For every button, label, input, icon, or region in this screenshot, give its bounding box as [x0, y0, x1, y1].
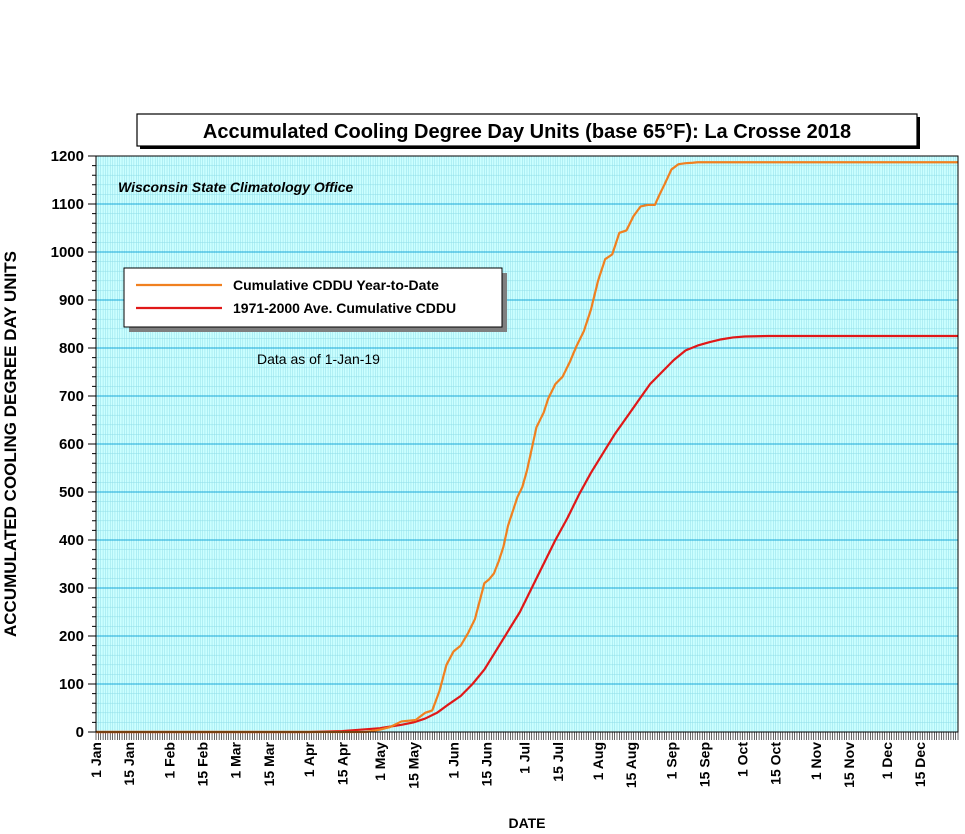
- x-tick-label: 1 Aug: [590, 742, 606, 780]
- x-tick-label: 15 Oct: [768, 742, 784, 785]
- y-tick-label: 1200: [51, 148, 84, 165]
- x-tick-label: 1 Jun: [446, 742, 462, 779]
- legend-label-ytd: Cumulative CDDU Year-to-Date: [233, 277, 439, 293]
- x-tick-label: 1 Oct: [735, 742, 751, 777]
- y-axis-ticks: 0 100 200 300 400 500 600 700 800 900 1000 1100 1200: [51, 148, 96, 741]
- x-tick-label: 15 Feb: [195, 742, 211, 786]
- x-tick-label: 1 Jul: [517, 742, 533, 774]
- major-grid: [96, 155, 958, 733]
- y-tick-label: 900: [59, 292, 84, 309]
- x-tick-label: 1 Dec: [879, 742, 895, 780]
- y-tick-label: 100: [59, 676, 84, 693]
- series-line-ytd: [96, 161, 958, 734]
- data-date-annotation: Data as of 1-Jan-19: [257, 351, 380, 367]
- x-tick-label: 15 Mar: [261, 741, 277, 786]
- legend: Cumulative CDDU Year-to-Date 1971-2000 A…: [123, 267, 507, 332]
- title-box: [136, 113, 918, 147]
- x-tick-label: 1 Sep: [663, 742, 679, 779]
- legend-box: [123, 267, 503, 328]
- y-tick-label: 400: [59, 532, 84, 549]
- plot-frame: [95, 155, 959, 733]
- y-tick-label: 500: [59, 484, 84, 501]
- x-tick-label: 15 Dec: [912, 742, 928, 787]
- y-tick-label: 0: [76, 724, 84, 741]
- x-tick-label: 1 Feb: [161, 742, 177, 779]
- x-axis-title: DATE: [508, 815, 545, 831]
- x-tick-label: 1 Apr: [301, 741, 317, 777]
- series-line-average: [96, 334, 958, 734]
- x-tick-label: 15 Nov: [841, 742, 857, 788]
- x-minor-ticks: [95, 732, 959, 740]
- y-tick-label: 300: [59, 580, 84, 597]
- y-tick-label: 700: [59, 388, 84, 405]
- y-minor-ticks: [92, 155, 96, 733]
- x-tick-label: 15 Jun: [479, 742, 495, 786]
- x-tick-label: 15 Jul: [550, 742, 566, 782]
- x-tick-label: 1 Mar: [228, 741, 244, 778]
- y-axis-title: ACCUMULATED COOLING DEGREE DAY UNITS: [1, 251, 20, 637]
- x-tick-label: 15 May: [405, 742, 421, 789]
- source-annotation: Wisconsin State Climatology Office: [118, 179, 354, 195]
- y-tick-label: 1100: [51, 196, 84, 213]
- chart-title: Accumulated Cooling Degree Day Units (ba…: [203, 121, 851, 143]
- y-tick-label: 800: [59, 340, 84, 357]
- x-tick-label: 1 Jan: [88, 742, 104, 778]
- x-axis-ticks: 1 Jan 15 Jan 1 Feb 15 Feb 1 Mar 15 Mar 1 Apr 15…: [88, 732, 959, 789]
- x-tick-label: 15 Aug: [623, 742, 639, 788]
- series-lines: [96, 161, 958, 734]
- y-tick-label: 1000: [51, 244, 84, 261]
- legend-label-average: 1971-2000 Ave. Cumulative CDDU: [233, 300, 456, 316]
- x-tick-label: 1 May: [372, 742, 388, 781]
- y-tick-label: 600: [59, 436, 84, 453]
- x-tick-label: 15 Apr: [334, 741, 350, 785]
- x-tick-label: 1 Nov: [808, 742, 824, 780]
- x-tick-label: 15 Sep: [697, 742, 713, 787]
- y-tick-label: 200: [59, 628, 84, 645]
- x-tick-label: 15 Jan: [121, 742, 137, 786]
